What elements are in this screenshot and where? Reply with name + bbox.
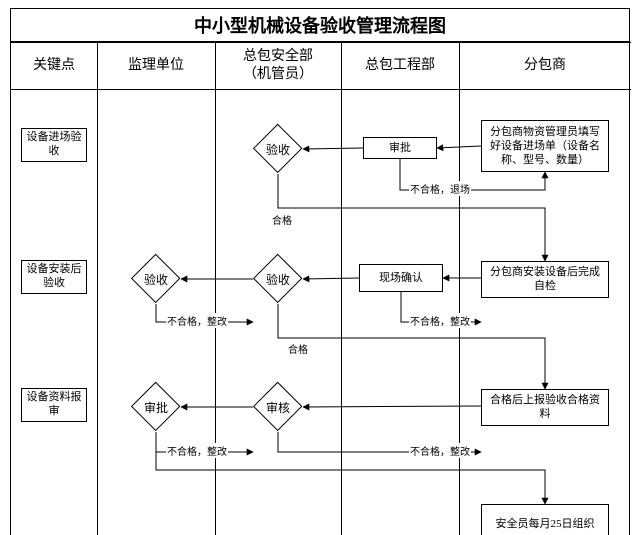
- keypoint-box: 设备进场验收: [21, 128, 87, 162]
- keypoint-box: 设备资料报审: [21, 388, 87, 422]
- column-divider: [459, 42, 460, 535]
- process-box: 分包商安装设备后完成自检: [481, 261, 609, 298]
- page-title: 中小型机械设备验收管理流程图: [10, 8, 630, 42]
- column-header: 监理单位: [97, 42, 215, 90]
- column-divider: [341, 42, 342, 535]
- edge-label: 合格: [271, 212, 293, 227]
- edge-label: 不合格，整改: [166, 313, 228, 328]
- process-box: 审批: [363, 137, 437, 159]
- decision-diamond: 审批: [131, 382, 181, 432]
- decision-diamond: 验收: [131, 254, 181, 304]
- process-box: 现场确认: [359, 264, 443, 292]
- column-header: 总包安全部（机管员）: [215, 42, 341, 90]
- edge-label: 不合格，整改: [409, 443, 471, 458]
- swimlane-grid: 关键点监理单位总包安全部（机管员）总包工程部分包商设备进场验收设备安装后验收设备…: [10, 42, 630, 535]
- flow-arrow: [303, 406, 481, 407]
- process-box: 分包商物资管理员填写好设备进场单（设备名称、型号、数量）: [481, 120, 609, 172]
- process-box: 安全员每月25日组织: [481, 504, 609, 535]
- edge-label: 不合格，整改: [166, 443, 228, 458]
- column-header: 总包工程部: [341, 42, 459, 90]
- keypoint-box: 设备安装后验收: [21, 260, 87, 294]
- column-header: 关键点: [11, 42, 97, 90]
- page: 中小型机械设备验收管理流程图 关键点监理单位总包安全部（机管员）总包工程部分包商…: [0, 0, 640, 535]
- process-box: 合格后上报验收合格资料: [481, 389, 609, 426]
- decision-diamond: 审核: [253, 382, 303, 432]
- flow-arrow: [303, 278, 359, 279]
- decision-diamond: 验收: [253, 124, 303, 174]
- decision-diamond: 验收: [253, 254, 303, 304]
- flow-arrow: [303, 148, 363, 149]
- edge-label: 不合格，整改: [409, 313, 471, 328]
- edge-label: 合格: [287, 341, 309, 356]
- column-header: 分包商: [459, 42, 631, 90]
- edge-label: 不合格，退场: [409, 181, 471, 196]
- column-divider: [97, 42, 98, 535]
- column-divider: [215, 42, 216, 535]
